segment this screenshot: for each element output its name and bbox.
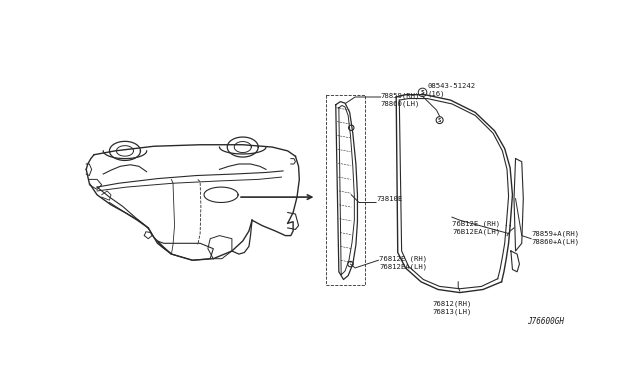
Text: 08543-51242
(16): 08543-51242 (16) xyxy=(428,83,476,97)
Text: 78859(RH)
78860(LH): 78859(RH) 78860(LH) xyxy=(381,92,420,107)
Text: 78859+A(RH)
78860+A(LH): 78859+A(RH) 78860+A(LH) xyxy=(532,231,580,246)
Text: 76812(RH)
76813(LH): 76812(RH) 76813(LH) xyxy=(433,300,472,315)
Text: 76812E (RH)
76812EA(LH): 76812E (RH) 76812EA(LH) xyxy=(379,256,428,270)
Text: 73810E: 73810E xyxy=(377,196,403,202)
Text: 76B12E (RH)
76B12EA(LH): 76B12E (RH) 76B12EA(LH) xyxy=(452,220,500,235)
Text: S: S xyxy=(438,118,441,123)
Text: S: S xyxy=(420,90,424,95)
Text: J76600GH: J76600GH xyxy=(527,317,564,326)
